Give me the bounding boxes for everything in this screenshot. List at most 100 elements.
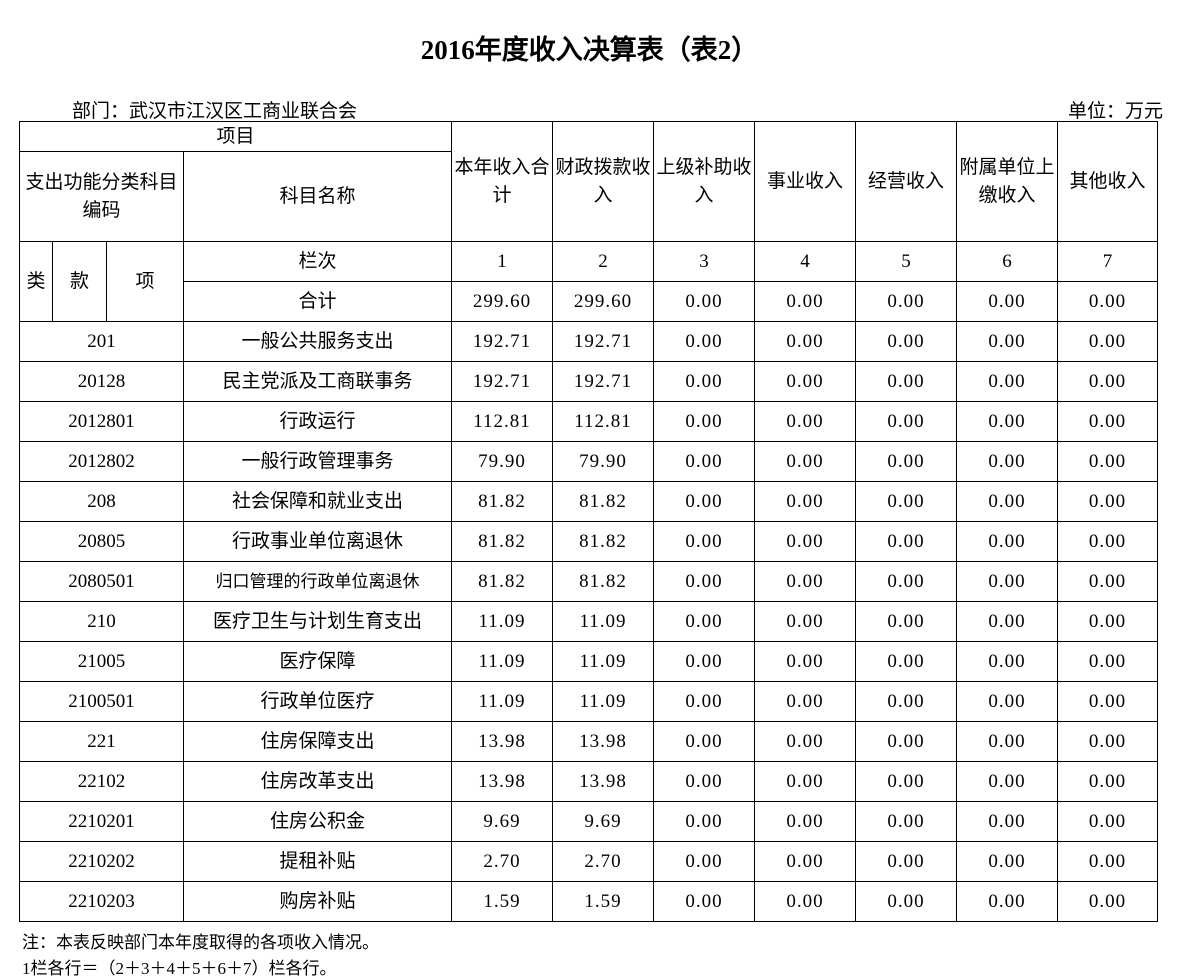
table-row: 2012802 一般行政管理事务 79.90 79.90 0.00 0.00 0.00 0.0… [19, 441, 1159, 482]
subject-code: 201 [19, 321, 184, 362]
value-cell: 0.00 [855, 321, 958, 362]
value-cell: 81.82 [552, 561, 655, 602]
column-header: 财政拨款收入 [552, 121, 655, 242]
value-cell: 0.00 [754, 881, 857, 922]
table-row: 20805 行政事业单位离退休 81.82 81.82 0.00 0.00 0.00 0.00… [19, 521, 1159, 562]
table-row: 2210202 提租补贴 2.70 2.70 0.00 0.00 0.00 0.00 0.00 [19, 841, 1159, 882]
value-cell: 0.00 [855, 681, 958, 722]
value-cell: 0.00 [855, 361, 958, 402]
table-row: 208 社会保障和就业支出 81.82 81.82 0.00 0.00 0.00 0.00 0.… [19, 481, 1159, 522]
table-row: 201 一般公共服务支出 192.71 192.71 0.00 0.00 0.00 0.00 0… [19, 321, 1159, 362]
subject-name: 民主党派及工商联事务 [182, 361, 453, 402]
table-row: 2080501 归口管理的行政单位离退休 81.82 81.82 0.00 0.00 0.0… [19, 561, 1159, 602]
subject-name: 行政运行 [182, 401, 453, 442]
subject-name: 社会保障和就业支出 [182, 481, 453, 522]
value-cell: 81.82 [552, 521, 655, 562]
column-header: 事业收入 [754, 121, 857, 242]
column-number: 5 [855, 241, 958, 282]
value-cell: 11.09 [552, 681, 655, 722]
value-cell: 0.00 [855, 601, 958, 642]
value-cell: 13.98 [451, 721, 554, 762]
subject-name: 购房补贴 [182, 881, 453, 922]
value-cell: 0.00 [754, 521, 857, 562]
subject-name: 提租补贴 [182, 841, 453, 882]
project-header: 项目 [18, 121, 453, 152]
value-cell: 192.71 [552, 321, 655, 362]
total-value: 0.00 [855, 281, 958, 322]
lei-header: 类 [19, 241, 53, 322]
table-row: 2210201 住房公积金 9.69 9.69 0.00 0.00 0.00 0.00 0.00 [19, 801, 1159, 842]
subject-name: 行政单位医疗 [182, 681, 453, 722]
subject-code: 2012801 [19, 401, 184, 442]
value-cell: 11.09 [552, 601, 655, 642]
subject-name: 医疗卫生与计划生育支出 [182, 601, 453, 642]
value-cell: 0.00 [1057, 601, 1159, 642]
value-cell: 0.00 [754, 641, 857, 682]
unit-label: 单位：万元 [1067, 101, 1163, 122]
income-table: 项目 本年收入合计 财政拨款收入 上级补助收入 事业收入 经营收入 附属单位上缴… [18, 121, 1159, 922]
value-cell: 0.00 [1057, 881, 1159, 922]
subject-name: 一般行政管理事务 [182, 441, 453, 482]
column-number: 1 [451, 241, 554, 282]
subject-name: 住房保障支出 [182, 721, 453, 762]
value-cell: 0.00 [956, 561, 1059, 602]
subject-code: 2080501 [19, 561, 184, 602]
column-number: 3 [653, 241, 756, 282]
note-line-2: 1栏各行＝（2＋3＋4＋5＋6＋7）栏各行。 [22, 959, 337, 978]
value-cell: 0.00 [855, 521, 958, 562]
value-cell: 0.00 [1057, 481, 1159, 522]
value-cell: 79.90 [451, 441, 554, 482]
value-cell: 0.00 [754, 441, 857, 482]
table-row: 2210203 购房补贴 1.59 1.59 0.00 0.00 0.00 0.00 0.00 [19, 881, 1159, 922]
value-cell: 0.00 [653, 561, 756, 602]
value-cell: 2.70 [451, 841, 554, 882]
value-cell: 0.00 [1057, 801, 1159, 842]
value-cell: 0.00 [956, 641, 1059, 682]
total-label: 合计 [182, 281, 453, 322]
table-row: 2100501 行政单位医疗 11.09 11.09 0.00 0.00 0.00 0.00 0… [19, 681, 1159, 722]
value-cell: 0.00 [653, 401, 756, 442]
value-cell: 9.69 [451, 801, 554, 842]
subject-code: 2012802 [19, 441, 184, 482]
value-cell: 0.00 [653, 441, 756, 482]
value-cell: 11.09 [451, 601, 554, 642]
value-cell: 13.98 [552, 721, 655, 762]
value-cell: 0.00 [653, 361, 756, 402]
value-cell: 81.82 [451, 521, 554, 562]
value-cell: 0.00 [653, 721, 756, 762]
table-row: 20128 民主党派及工商联事务 192.71 192.71 0.00 0.00 0.00 0… [19, 361, 1159, 402]
total-value: 0.00 [1057, 281, 1159, 322]
subject-name: 归口管理的行政单位离退休 [182, 561, 453, 602]
value-cell: 0.00 [956, 681, 1059, 722]
value-cell: 0.00 [956, 321, 1059, 362]
value-cell: 192.71 [451, 361, 554, 402]
value-cell: 0.00 [1057, 521, 1159, 562]
subject-code: 210 [19, 601, 184, 642]
value-cell: 0.00 [1057, 561, 1159, 602]
value-cell: 0.00 [956, 601, 1059, 642]
column-header: 本年收入合计 [451, 121, 554, 242]
value-cell: 0.00 [653, 481, 756, 522]
value-cell: 112.81 [552, 401, 655, 442]
value-cell: 0.00 [1057, 441, 1159, 482]
total-value: 0.00 [653, 281, 756, 322]
code-group-header: 支出功能分类科目编码 [19, 151, 184, 242]
value-cell: 0.00 [653, 321, 756, 362]
value-cell: 0.00 [1057, 721, 1159, 762]
value-cell: 0.00 [653, 801, 756, 842]
subject-name: 一般公共服务支出 [182, 321, 453, 362]
table-row: 22102 住房改革支出 13.98 13.98 0.00 0.00 0.00 0.00 0.0… [19, 761, 1159, 802]
value-cell: 2.70 [552, 841, 655, 882]
total-value: 299.60 [451, 281, 554, 322]
subject-name: 住房改革支出 [182, 761, 453, 802]
value-cell: 192.71 [552, 361, 655, 402]
column-header: 其他收入 [1057, 121, 1159, 242]
value-cell: 0.00 [1057, 681, 1159, 722]
subject-code: 22102 [19, 761, 184, 802]
table-row: 210 医疗卫生与计划生育支出 11.09 11.09 0.00 0.00 0.00 0.00… [19, 601, 1159, 642]
total-value: 299.60 [552, 281, 655, 322]
value-cell: 0.00 [855, 841, 958, 882]
value-cell: 0.00 [653, 841, 756, 882]
total-value: 0.00 [956, 281, 1059, 322]
value-cell: 81.82 [451, 481, 554, 522]
